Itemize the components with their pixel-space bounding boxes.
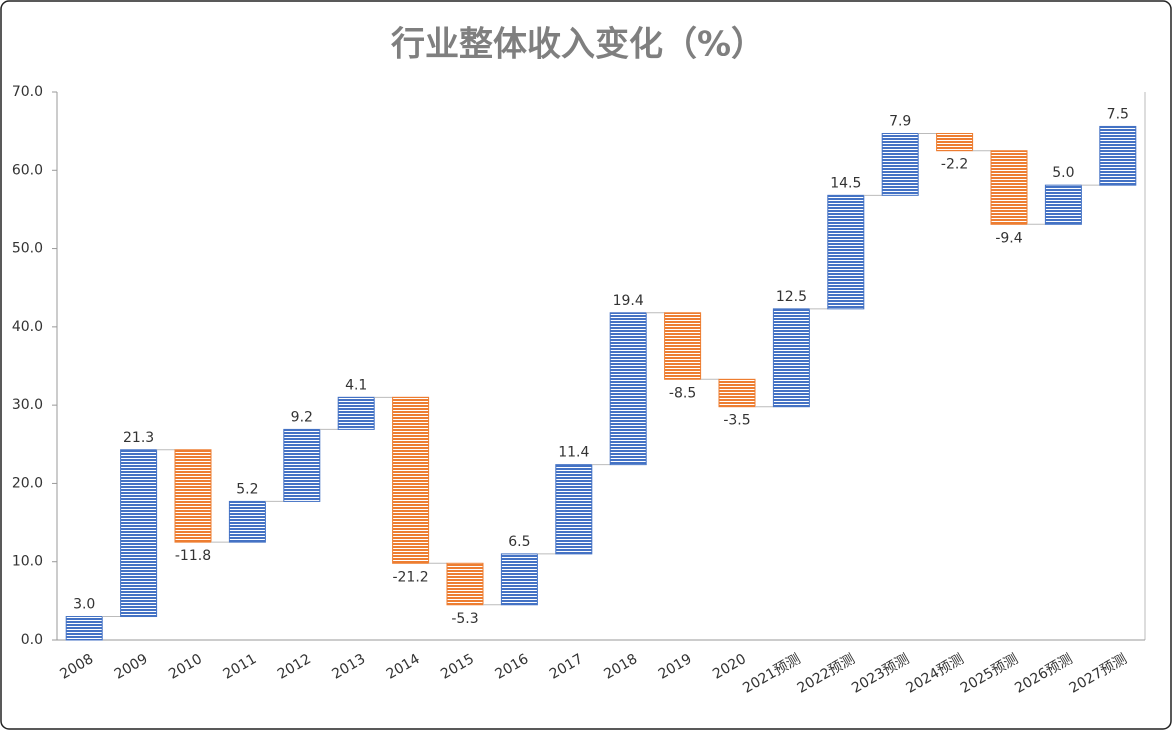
bar	[664, 312, 702, 380]
bar	[65, 616, 103, 641]
data-label: 5.0	[1052, 165, 1074, 181]
bar	[609, 312, 647, 466]
y-tick-label: 60.0	[12, 162, 43, 178]
y-tick-label: 30.0	[12, 397, 43, 413]
data-label: -2.2	[941, 157, 968, 173]
data-label: 14.5	[830, 175, 861, 191]
bar	[283, 428, 321, 502]
chart-title: 行业整体收入变化（%）	[391, 25, 765, 65]
bar	[881, 132, 919, 196]
data-label: -21.2	[392, 569, 428, 585]
data-label: 21.3	[123, 430, 154, 446]
y-tick-label: 20.0	[12, 475, 43, 491]
y-tick-label: 70.0	[12, 84, 43, 100]
data-label: 3.0	[73, 597, 95, 613]
bar	[392, 396, 430, 564]
bar	[555, 464, 593, 555]
y-tick-label: 40.0	[12, 319, 43, 335]
bar	[936, 132, 974, 152]
y-tick-label: 0.0	[21, 632, 43, 648]
bar	[772, 308, 810, 408]
data-label: -3.5	[723, 413, 750, 429]
bar	[446, 562, 484, 606]
data-label: 9.2	[291, 409, 313, 425]
bar	[1044, 184, 1082, 225]
bar	[990, 150, 1028, 225]
data-label: -8.5	[669, 385, 696, 401]
bar	[827, 194, 865, 310]
data-label: 12.5	[776, 289, 807, 305]
data-label: 7.9	[889, 113, 911, 129]
y-tick-label: 50.0	[12, 241, 43, 257]
data-label: 11.4	[558, 445, 589, 461]
data-label: 6.5	[508, 534, 530, 550]
bar	[120, 449, 158, 618]
data-label: -11.8	[175, 548, 211, 564]
data-label: 4.1	[345, 377, 367, 393]
y-tick-label: 10.0	[12, 554, 43, 570]
data-label: 19.4	[613, 293, 644, 309]
data-label: 5.2	[236, 481, 258, 497]
data-label: -5.3	[451, 611, 478, 627]
bar	[174, 449, 212, 543]
data-label: -9.4	[995, 230, 1022, 246]
bar	[500, 553, 538, 606]
bar	[228, 500, 266, 543]
data-label: 7.5	[1107, 106, 1129, 122]
bar	[718, 378, 756, 408]
bar	[1099, 125, 1137, 186]
bar	[337, 396, 375, 430]
